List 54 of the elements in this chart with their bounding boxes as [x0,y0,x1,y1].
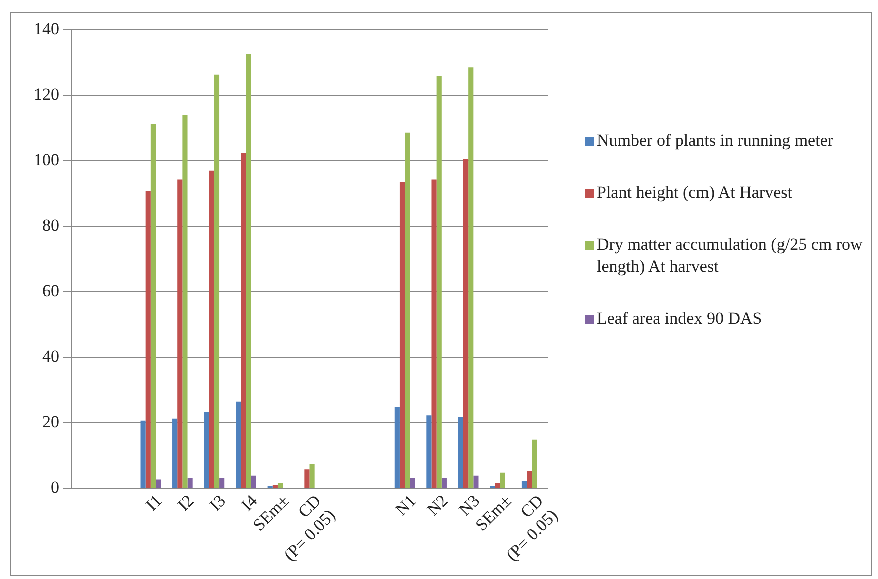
bar [172,418,178,488]
x-tick-label: N2 [424,491,452,520]
bar [241,154,246,488]
bar [140,420,146,488]
y-tick-label: 120 [34,84,60,104]
bar [251,476,256,488]
bar [458,418,464,488]
bar [178,180,183,488]
bar [209,170,214,488]
legend-label: Plant height (cm) At Harvest [597,182,792,204]
bar [156,480,162,488]
y-tick-label: 40 [42,347,60,366]
bar [272,485,278,488]
bar [432,180,437,488]
bar [310,464,315,488]
legend-label: Dry matter accumulation (g/25 cm row length) At harvest [597,234,864,278]
bar [150,124,156,488]
bar [522,481,528,488]
bar [246,54,252,488]
bar [214,74,220,488]
legend-label: Leaf area index 90 DAS [597,308,762,330]
y-tick-label: 80 [42,216,60,236]
legend-label: Number of plants in running meter [597,130,834,152]
x-tick-label: I3 [206,491,230,515]
bar [500,472,506,488]
y-tick-label: 100 [34,150,60,170]
bar [394,407,400,488]
y-tick-label: 0 [51,478,60,498]
bar [532,440,538,488]
bar [304,470,310,488]
bar [527,470,532,488]
x-tick-label: I2 [174,491,198,515]
bar [426,416,432,488]
bar [400,182,406,488]
bar [146,192,151,488]
x-tick-label: N1 [392,491,420,520]
bar [442,478,447,488]
y-tick-label: 140 [34,19,60,38]
bar [182,116,188,488]
bar [220,478,225,488]
bar [464,159,469,488]
bar [204,412,210,488]
y-tick-label: 20 [42,412,60,432]
bar [474,476,479,488]
y-tick-label: 60 [42,282,60,301]
bar [468,68,474,488]
bar [236,402,242,488]
bar [495,483,500,488]
bar [436,76,442,488]
bar [405,132,410,488]
x-tick-label: I1 [142,491,166,515]
bar [188,478,193,488]
bar [410,478,416,488]
bar [278,483,284,488]
